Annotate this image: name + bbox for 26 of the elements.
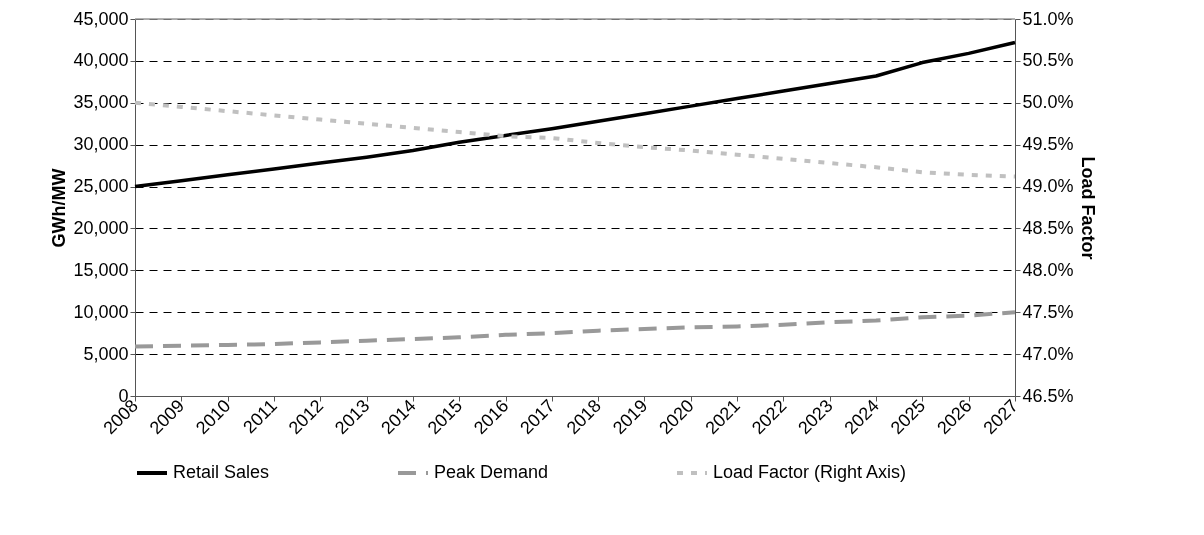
y2-tick-label: 47.0% [1022, 343, 1074, 364]
y2-tick-label: 49.0% [1022, 176, 1074, 197]
y2-tick-label: 48.0% [1022, 259, 1074, 280]
legend-label: Peak Demand [434, 462, 549, 482]
y2-tick-label: 51.0% [1022, 8, 1074, 29]
y2-tick-label: 46.5% [1022, 385, 1074, 406]
y-tick-label: 20,000 [73, 217, 129, 238]
y-axis-title: GWh/MW [49, 168, 70, 248]
y2-tick-label: 47.5% [1022, 301, 1074, 322]
line-series [133, 310, 1017, 349]
y-tick-label: 5,000 [83, 343, 129, 364]
y2-axis-title: Load Factor [1077, 156, 1098, 260]
legend-label: Load Factor (Right Axis) [713, 462, 907, 482]
y-tick-label: 25,000 [73, 176, 129, 197]
y-tick-label: 15,000 [73, 259, 129, 280]
y-tick-label: 30,000 [73, 134, 129, 155]
y-tick-label: 45,000 [73, 8, 129, 29]
y2-tick-label: 48.5% [1022, 217, 1074, 238]
y2-tick-label: 49.5% [1022, 134, 1074, 155]
line-series [133, 100, 1017, 179]
y-tick-label: 35,000 [73, 92, 129, 113]
y-tick-label: 10,000 [73, 301, 129, 322]
y-tick-label: 40,000 [73, 50, 129, 71]
legend-label: Retail Sales [173, 462, 270, 482]
y2-tick-label: 50.5% [1022, 50, 1074, 71]
y2-tick-label: 50.0% [1022, 92, 1074, 113]
